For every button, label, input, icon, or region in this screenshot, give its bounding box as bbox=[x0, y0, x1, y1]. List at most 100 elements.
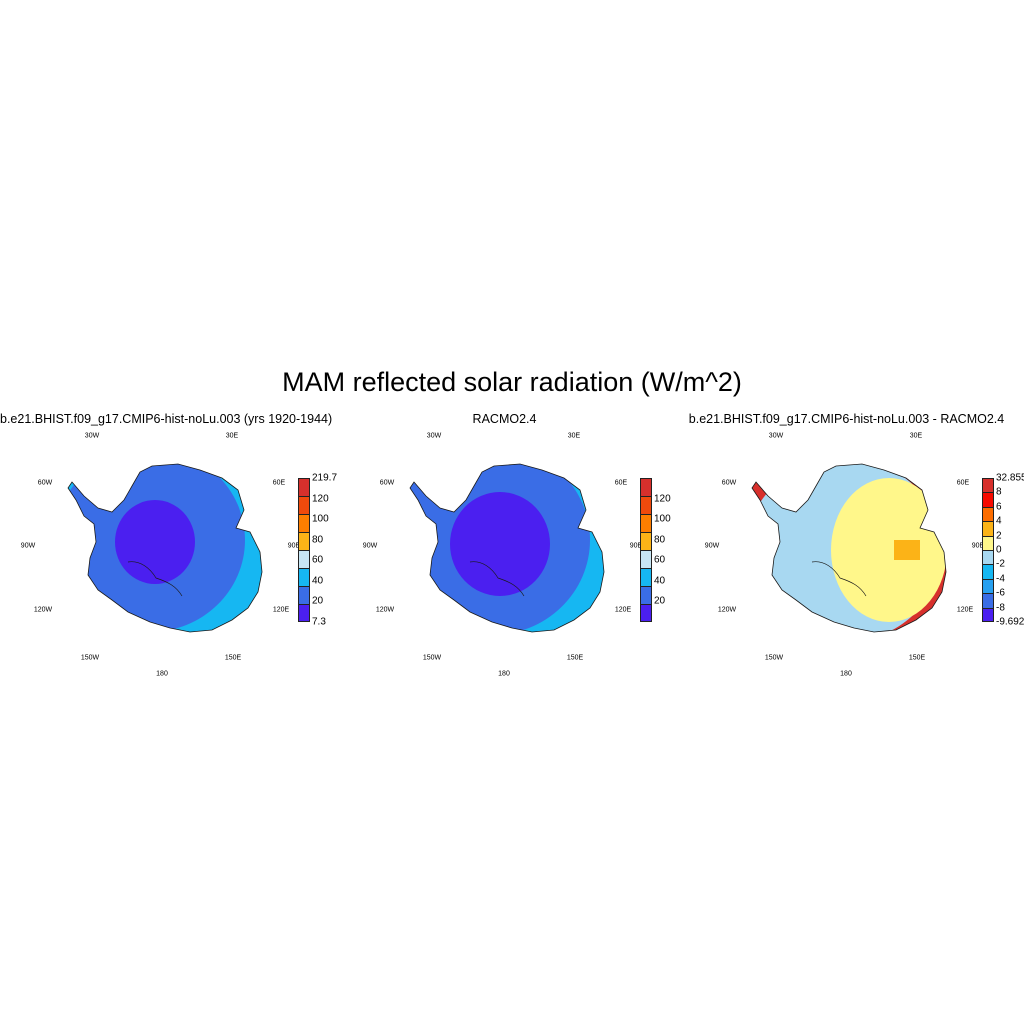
longitude-label: 60W bbox=[37, 479, 53, 487]
colorbar-box bbox=[640, 514, 652, 532]
longitude-label: 90E bbox=[629, 542, 643, 550]
colorbar-label: -6 bbox=[996, 587, 1005, 599]
longitude-label: 120W bbox=[33, 606, 53, 614]
longitude-label: 120E bbox=[272, 606, 290, 614]
colorbar-box bbox=[640, 532, 652, 550]
colorbar-label: 20 bbox=[312, 595, 324, 607]
field-outer-ring bbox=[752, 464, 946, 632]
colorbar-label: 20 bbox=[654, 595, 666, 607]
longitude-label: 90E bbox=[971, 542, 985, 550]
colorbar-box bbox=[982, 550, 994, 565]
longitude-label: 150E bbox=[908, 654, 926, 662]
colorbar-label: 100 bbox=[654, 513, 671, 525]
colorbar-box bbox=[982, 492, 994, 507]
longitude-label: 60E bbox=[272, 479, 286, 487]
longitude-label: 60E bbox=[614, 479, 628, 487]
colorbar-box bbox=[982, 607, 994, 622]
longitude-label: 90W bbox=[20, 542, 36, 550]
colorbar-box bbox=[640, 550, 652, 568]
colorbar: 219.7 120 100 80 60 40 20 7.3 bbox=[298, 473, 337, 628]
longitude-label: 150E bbox=[566, 654, 584, 662]
map-panel-difference: b.e21.BHIST.f09_g17.CMIP6-hist-noLu.003 … bbox=[684, 410, 1024, 680]
map-panel-racmo: RACMO2.4 30W 30E 60W 60E 90W 90E 120W 120E 150W 1… bbox=[342, 410, 682, 680]
colorbar-box bbox=[982, 564, 994, 579]
longitude-label: 120W bbox=[375, 606, 395, 614]
colorbar-label: 219.7 bbox=[312, 472, 338, 484]
figure-title: MAM reflected solar radiation (W/m^2) bbox=[282, 367, 742, 397]
colorbar-label: 120 bbox=[654, 493, 671, 505]
colorbar-label: 2 bbox=[996, 530, 1002, 542]
colorbar: 120 100 80 60 40 20 bbox=[640, 478, 671, 622]
longitude-label: 60E bbox=[956, 479, 970, 487]
colorbar-box bbox=[982, 593, 994, 608]
colorbar-box bbox=[640, 568, 652, 586]
colorbar-label: -4 bbox=[996, 573, 1005, 585]
colorbar-box bbox=[982, 578, 994, 594]
colorbar-box bbox=[298, 604, 310, 622]
longitude-label: 150W bbox=[80, 654, 100, 662]
longitude-label: 90E bbox=[287, 542, 301, 550]
colorbar-label: 40 bbox=[312, 575, 324, 587]
colorbar-box bbox=[298, 496, 310, 514]
colorbar: 32.855 8 6 4 2 0 -2 -4 -6 -8 -9.692 bbox=[982, 473, 1024, 628]
coastline bbox=[751, 463, 947, 633]
longitude-label: 30E bbox=[225, 432, 239, 440]
longitude-label: 30W bbox=[768, 432, 784, 440]
colorbar-label: 32.855 bbox=[996, 472, 1024, 484]
longitude-label: 120E bbox=[614, 606, 632, 614]
longitude-label: 150W bbox=[422, 654, 442, 662]
longitude-label: 30W bbox=[84, 432, 100, 440]
colorbar-box bbox=[982, 506, 994, 522]
colorbar-label: 80 bbox=[312, 534, 324, 546]
colorbar-label: 8 bbox=[996, 486, 1002, 498]
longitude-label: 30W bbox=[426, 432, 442, 440]
coastline bbox=[409, 463, 605, 633]
colorbar-box bbox=[982, 478, 994, 493]
ice-shelf-line bbox=[469, 561, 525, 597]
panel-title: RACMO2.4 bbox=[472, 412, 537, 426]
coastline bbox=[67, 463, 263, 633]
longitude-label: 120W bbox=[717, 606, 737, 614]
colorbar-label: 4 bbox=[996, 515, 1002, 527]
longitude-label: 180 bbox=[840, 670, 852, 678]
field-outer-ring bbox=[68, 464, 262, 632]
field-positive-plateau bbox=[831, 478, 946, 622]
longitude-label: 90W bbox=[704, 542, 720, 550]
colorbar-box bbox=[640, 604, 652, 622]
map-panel-model: b.e21.BHIST.f09_g17.CMIP6-hist-noLu.003 … bbox=[0, 410, 340, 680]
panel-title: b.e21.BHIST.f09_g17.CMIP6-hist-noLu.003 … bbox=[0, 412, 333, 426]
colorbar-label: 120 bbox=[312, 493, 329, 505]
longitude-label: 120E bbox=[956, 606, 974, 614]
longitude-label: 150W bbox=[764, 654, 784, 662]
field-outer-ring bbox=[410, 464, 604, 632]
longitude-label: 60W bbox=[379, 479, 395, 487]
colorbar-box bbox=[298, 478, 310, 496]
antarctica-map bbox=[751, 463, 947, 633]
field-inner-core bbox=[115, 500, 195, 584]
longitude-label: 180 bbox=[498, 670, 510, 678]
panel-title: b.e21.BHIST.f09_g17.CMIP6-hist-noLu.003 … bbox=[688, 412, 1005, 426]
colorbar-label: -8 bbox=[996, 602, 1005, 614]
longitude-label: 90W bbox=[362, 542, 378, 550]
longitude-label: 180 bbox=[156, 670, 168, 678]
longitude-label: 150E bbox=[224, 654, 242, 662]
colorbar-box bbox=[640, 586, 652, 604]
antarctica-map bbox=[67, 463, 263, 633]
colorbar-label: 60 bbox=[654, 554, 666, 566]
colorbar-box bbox=[298, 514, 310, 532]
colorbar-label: 60 bbox=[312, 554, 324, 566]
ice-shelf-line bbox=[811, 561, 867, 597]
colorbar-label: 7.3 bbox=[312, 616, 326, 628]
colorbar-box bbox=[298, 568, 310, 586]
colorbar-label: -9.692 bbox=[996, 616, 1024, 628]
colorbar-box bbox=[298, 550, 310, 568]
colorbar-box bbox=[298, 586, 310, 604]
colorbar-label: 40 bbox=[654, 575, 666, 587]
longitude-label: 60W bbox=[721, 479, 737, 487]
colorbar-label: 80 bbox=[654, 534, 666, 546]
colorbar-box bbox=[298, 532, 310, 550]
colorbar-label: 100 bbox=[312, 513, 329, 525]
colorbar-box bbox=[982, 521, 994, 536]
colorbar-box bbox=[640, 478, 652, 496]
longitude-label: 30E bbox=[567, 432, 581, 440]
